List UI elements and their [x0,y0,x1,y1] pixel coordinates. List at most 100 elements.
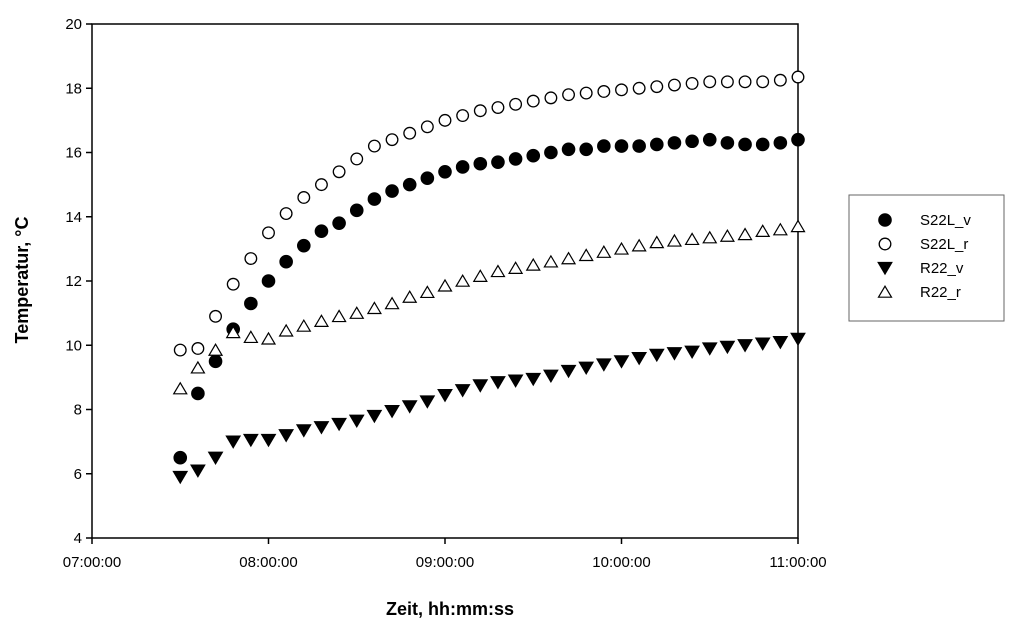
data-point [560,364,577,379]
data-point [703,75,717,89]
data-point [526,148,541,163]
data-point [315,178,328,192]
data-point [632,139,646,153]
data-point [456,109,470,123]
data-point [650,137,664,152]
data-point [402,177,417,192]
data-point [455,273,471,287]
data-point [278,429,295,443]
data-point [313,421,330,435]
data-point [544,145,558,160]
data-point [350,152,364,166]
data-point [525,257,541,271]
data-point [631,352,648,366]
legend-marker [877,284,893,298]
data-point [173,343,187,357]
data-point [314,224,329,239]
data-point [190,464,206,478]
data-point [437,278,453,292]
data-point [668,78,681,92]
data-point [650,80,664,94]
data-point [244,252,258,265]
data-point [526,94,540,108]
y-tick-label: 4 [74,530,82,547]
data-point [738,137,752,152]
data-point [331,309,347,323]
data-point [719,340,736,355]
data-point [437,388,453,403]
data-point [455,160,470,174]
data-point [561,142,576,157]
data-point [472,269,488,282]
data-point [719,228,735,242]
data-point [649,235,665,249]
data-point [702,132,717,147]
legend-marker [877,261,893,276]
data-point [790,219,806,233]
data-point [209,309,223,323]
y-tick-label: 10 [65,337,82,354]
data-point [755,137,770,152]
data-point [791,70,805,84]
data-points [172,70,806,485]
series-S22L_v [173,132,805,465]
data-point [685,134,699,149]
data-point [631,238,647,252]
data-point [420,120,434,134]
legend-label: R22_v [920,260,964,277]
data-point [790,332,806,347]
data-point [684,345,700,359]
data-point [595,358,612,372]
data-point [262,226,275,240]
data-point [331,417,347,432]
data-point [190,360,206,374]
data-point [332,216,346,230]
legend-label: R22_r [920,284,961,301]
data-point [490,264,506,278]
data-point [773,136,788,150]
data-point [260,331,277,345]
data-point [191,386,205,401]
data-point [491,101,505,114]
data-point [507,374,524,388]
data-point [525,372,542,387]
legend-marker [878,237,892,251]
data-point [648,348,665,363]
data-point [597,139,611,153]
data-point [384,296,400,310]
data-point [438,164,452,179]
data-point [313,314,329,327]
data-point [490,376,506,390]
data-point [420,171,435,185]
data-point [614,139,629,153]
data-point [278,323,294,337]
data-point [260,433,277,448]
y-tick-label: 20 [65,16,82,33]
data-point [349,306,365,319]
data-point [578,361,595,376]
data-point [297,238,311,253]
data-point [773,73,787,87]
data-point [613,241,630,255]
x-tick-label: 11:00:00 [769,554,826,571]
data-point [332,165,346,179]
data-point [720,75,734,89]
x-tick-label: 08:00:00 [239,554,297,571]
data-point [772,335,789,350]
data-point [684,232,700,246]
data-point [243,330,259,344]
data-point [491,155,505,169]
data-point [367,139,381,153]
data-point [296,318,312,332]
data-point [207,451,224,465]
data-point [244,296,258,311]
data-point [755,224,771,238]
data-point [172,381,188,395]
data-point [191,342,205,355]
data-point [225,325,241,339]
y-tick-label: 16 [65,145,82,162]
data-point [579,142,594,157]
data-point [473,156,488,171]
data-point [295,424,312,438]
x-tick-label: 09:00:00 [416,554,474,571]
